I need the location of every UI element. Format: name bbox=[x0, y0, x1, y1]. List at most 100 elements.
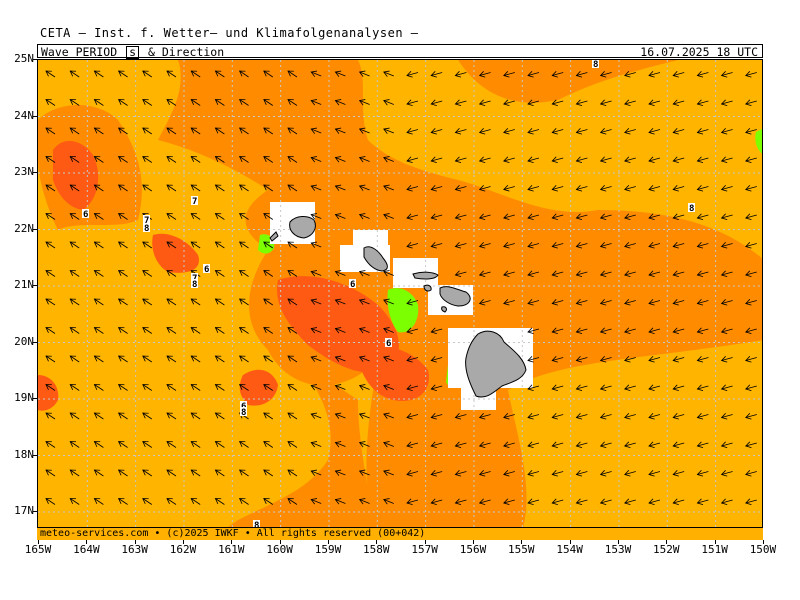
island-lanai bbox=[423, 284, 432, 292]
contour-label-bg bbox=[240, 401, 247, 410]
direction-arrow bbox=[696, 270, 709, 277]
direction-arrow bbox=[527, 270, 540, 277]
direction-arrow bbox=[478, 498, 491, 505]
direction-arrow bbox=[648, 498, 661, 505]
direction-arrow bbox=[648, 270, 661, 277]
direction-arrow bbox=[45, 355, 56, 363]
wave-period-map[interactable]: 67786786668888 bbox=[38, 60, 763, 540]
direction-arrow bbox=[69, 384, 80, 391]
direction-arrow bbox=[478, 270, 491, 277]
direction-arrow bbox=[142, 327, 153, 334]
direction-arrow bbox=[454, 498, 467, 505]
lon-label: 162W bbox=[169, 543, 197, 556]
direction-arrow bbox=[745, 356, 757, 363]
lon-tick bbox=[521, 540, 523, 544]
direction-arrow bbox=[142, 99, 153, 106]
lat-tick bbox=[33, 398, 37, 399]
direction-arrow bbox=[383, 99, 394, 106]
direction-arrow bbox=[310, 327, 322, 334]
direction-arrow bbox=[551, 356, 564, 363]
contour-label: 7 bbox=[144, 216, 149, 226]
lon-tick bbox=[666, 540, 668, 544]
island-oahu bbox=[363, 246, 388, 272]
direction-arrow bbox=[117, 384, 128, 391]
direction-arrow bbox=[527, 299, 540, 306]
lon-label: 159W bbox=[314, 543, 342, 556]
direction-arrow bbox=[624, 441, 636, 448]
contour-label: 6 bbox=[386, 339, 391, 349]
direction-arrow bbox=[166, 355, 177, 363]
direction-arrow bbox=[190, 498, 201, 505]
contour-label: 8 bbox=[593, 60, 598, 70]
direction-arrow bbox=[238, 498, 249, 505]
direction-arrow bbox=[166, 99, 177, 106]
direction-arrow bbox=[406, 470, 419, 477]
direction-arrow bbox=[696, 384, 709, 391]
direction-arrow bbox=[263, 127, 274, 135]
direction-arrow bbox=[45, 241, 56, 249]
direction-arrow bbox=[358, 355, 370, 362]
lat-tick bbox=[33, 59, 37, 60]
direction-arrow bbox=[430, 156, 443, 163]
direction-arrow bbox=[430, 470, 443, 477]
direction-arrow bbox=[696, 470, 709, 477]
contour-label-bg bbox=[385, 338, 392, 347]
direction-arrow bbox=[263, 70, 274, 78]
direction-arrow bbox=[117, 441, 128, 448]
direction-arrow bbox=[190, 469, 201, 477]
direction-arrow bbox=[93, 127, 104, 135]
direction-arrow bbox=[334, 298, 346, 305]
direction-arrow bbox=[599, 441, 612, 448]
direction-arrow bbox=[93, 327, 104, 334]
direction-arrow bbox=[69, 355, 80, 363]
direction-arrow bbox=[383, 70, 394, 77]
direction-arrows bbox=[45, 70, 757, 505]
direction-arrow bbox=[406, 185, 419, 192]
direction-arrow bbox=[190, 441, 201, 448]
lon-tick bbox=[38, 540, 39, 544]
direction-arrow bbox=[383, 441, 394, 448]
direction-arrow bbox=[696, 242, 709, 249]
lat-label: 17N bbox=[14, 504, 34, 517]
island-niihau bbox=[269, 231, 279, 242]
direction-arrow bbox=[696, 185, 709, 192]
direction-arrow bbox=[454, 185, 467, 192]
direction-arrow bbox=[69, 184, 80, 192]
direction-arrow bbox=[648, 99, 661, 106]
direction-arrow bbox=[575, 498, 588, 505]
direction-arrow bbox=[720, 384, 733, 391]
direction-arrow bbox=[310, 469, 322, 476]
direction-arrow bbox=[551, 99, 564, 106]
direction-arrow bbox=[117, 127, 128, 135]
direction-arrow bbox=[720, 213, 733, 220]
contour-label: 8 bbox=[241, 408, 246, 418]
direction-arrow bbox=[238, 127, 249, 135]
direction-arrow bbox=[287, 384, 298, 391]
direction-arrow bbox=[575, 213, 588, 220]
direction-arrow bbox=[166, 270, 177, 277]
direction-arrow bbox=[45, 184, 56, 192]
direction-arrow bbox=[672, 384, 685, 391]
lon-tick bbox=[327, 540, 329, 544]
direction-arrow bbox=[166, 70, 177, 78]
direction-arrow bbox=[166, 213, 177, 220]
direction-arrow bbox=[624, 413, 636, 420]
direction-arrow bbox=[287, 156, 298, 163]
direction-arrow bbox=[263, 270, 274, 277]
lon-label: 164W bbox=[73, 543, 100, 556]
direction-arrow bbox=[454, 441, 467, 448]
direction-arrow bbox=[745, 99, 757, 106]
direction-arrow bbox=[527, 185, 540, 192]
direction-arrow bbox=[358, 184, 370, 191]
direction-arrow bbox=[745, 384, 757, 391]
direction-arrow bbox=[599, 128, 612, 135]
direction-arrow bbox=[69, 412, 80, 420]
map-frame[interactable]: 67786786668888 bbox=[37, 59, 763, 540]
direction-arrow bbox=[599, 242, 612, 249]
direction-arrow bbox=[454, 99, 467, 106]
contour-label: 8 bbox=[144, 224, 149, 234]
direction-arrow bbox=[599, 213, 612, 220]
direction-arrow bbox=[166, 156, 177, 163]
direction-arrow bbox=[117, 99, 128, 106]
direction-arrow bbox=[166, 441, 177, 448]
